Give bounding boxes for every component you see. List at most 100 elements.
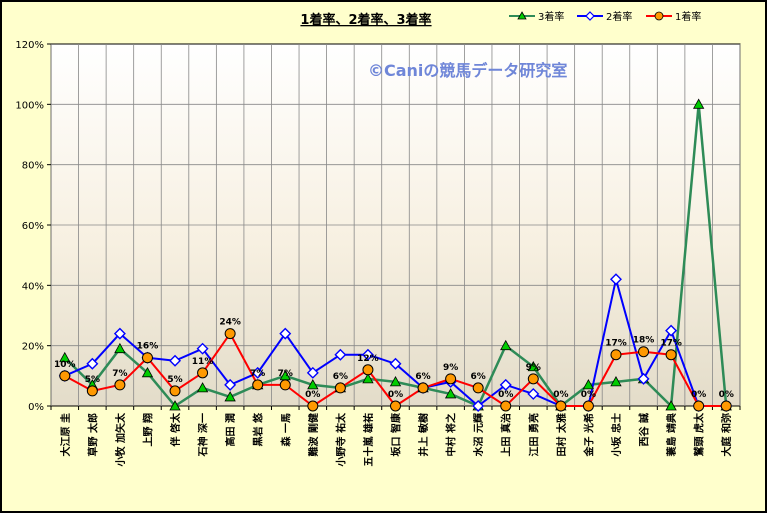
x-tick-label: 小野寺 祐太 <box>334 412 347 467</box>
data-point <box>306 366 319 379</box>
data-point <box>59 370 71 382</box>
legend-label-2: 2着率 <box>606 10 632 23</box>
data-point <box>445 373 457 385</box>
data-label: 9% <box>526 363 541 373</box>
data-point <box>665 349 677 361</box>
data-point <box>252 379 264 391</box>
data-point <box>637 372 650 385</box>
legend-item-1: 1着率 <box>646 10 701 23</box>
data-point <box>390 400 401 412</box>
data-point <box>693 400 705 412</box>
y-tick-label: 80% <box>22 161 44 172</box>
data-label: 5% <box>85 375 100 385</box>
data-point <box>86 385 98 397</box>
data-point <box>334 382 346 394</box>
data-point <box>224 328 236 340</box>
data-point <box>638 346 650 358</box>
data-label: 0% <box>305 390 320 400</box>
data-point <box>169 354 182 367</box>
legend-label-1: 1着率 <box>675 10 701 23</box>
data-point <box>224 391 236 402</box>
grid-lines <box>50 44 741 406</box>
x-tick-label: 小坂 忠士 <box>610 413 623 457</box>
data-point <box>307 400 319 412</box>
data-point <box>334 348 347 361</box>
data-label: 11% <box>192 357 214 367</box>
data-label: 17% <box>660 339 682 349</box>
data-point <box>527 387 540 400</box>
data-point <box>362 373 374 384</box>
data-point <box>307 379 319 390</box>
x-tick-label: 難波 剛健 <box>307 413 320 457</box>
data-label: 0% <box>581 390 596 400</box>
legend-item-3: 3着率 <box>509 10 564 23</box>
x-tick-label: 森 一馬 <box>279 413 292 447</box>
x-tick-label: 小牧 加矢太 <box>114 412 127 467</box>
data-label: 12% <box>357 354 379 364</box>
legend-label-3: 3着率 <box>538 10 564 23</box>
data-point <box>361 348 374 361</box>
x-tick-label: 伴 啓太 <box>169 412 182 447</box>
x-tick-label: 五十嵐 雄祐 <box>362 413 375 466</box>
data-label: 7% <box>112 369 127 379</box>
x-tick-label: 大江原 圭 <box>59 413 72 456</box>
data-point <box>444 388 457 399</box>
data-point <box>86 357 99 370</box>
x-tick-label: 黒岩 悠 <box>252 412 265 446</box>
data-label: 6% <box>333 372 348 382</box>
y-tick-label: 60% <box>22 221 44 232</box>
y-tick-label: 40% <box>22 281 44 292</box>
x-tick-label: 水沼 元輝 <box>472 413 485 457</box>
x-tick-label: 江田 勇亮 <box>527 413 540 456</box>
legend-item-2: 2着率 <box>577 10 632 23</box>
y-axis: 0% 20% 40% 60% 80% 100% 120% <box>15 40 51 413</box>
x-tick-label: 鷲頭 虎太 <box>693 412 706 456</box>
data-point <box>389 376 402 387</box>
y-tick-label: 20% <box>22 342 44 353</box>
data-label: 7% <box>250 369 265 379</box>
data-point <box>59 351 71 363</box>
data-point <box>472 382 484 394</box>
data-point <box>251 366 264 379</box>
data-point <box>114 342 126 354</box>
data-label: 0% <box>691 390 706 400</box>
x-tick-label: 中村 将之 <box>445 413 458 456</box>
watermark-text: ©Caniの競馬データ研究室 <box>368 61 567 80</box>
x-tick-label: 蓑島 靖典 <box>665 413 678 457</box>
data-point <box>113 327 126 340</box>
data-point <box>500 400 512 412</box>
data-point <box>141 352 153 364</box>
data-label: 9% <box>443 363 458 373</box>
data-point <box>610 376 622 387</box>
data-label: 7% <box>278 369 293 379</box>
data-label: 17% <box>605 339 627 349</box>
data-point <box>197 367 209 379</box>
data-point <box>114 379 126 391</box>
y-tick-label: 100% <box>15 100 44 111</box>
x-tick-label: 石神 深一 <box>197 413 210 457</box>
data-point <box>499 378 512 391</box>
data-label: 18% <box>633 336 655 346</box>
data-label: 6% <box>415 372 430 382</box>
data-point <box>169 400 181 411</box>
data-point <box>665 400 677 411</box>
data-point <box>472 400 485 412</box>
x-tick-label: 井上 敏樹 <box>417 413 430 456</box>
data-point <box>417 382 429 394</box>
data-point <box>720 400 732 412</box>
data-label: 0% <box>553 390 568 400</box>
data-point <box>692 98 705 109</box>
data-point <box>279 379 291 391</box>
data-label: 24% <box>219 318 241 328</box>
series-markers <box>58 98 733 412</box>
data-label: 0% <box>719 390 734 400</box>
data-point <box>555 400 567 412</box>
chart-title: 1着率、2着率、3着率 <box>300 12 431 28</box>
data-point <box>527 360 539 372</box>
x-tick-label: 田村 太雅 <box>555 413 568 456</box>
x-axis: 大江原 圭 草野 太郎 小牧 加矢太 上野 翔 伴 啓太 石神 深一 高田 潤 黒岩 悠 森 一… <box>50 406 741 467</box>
data-labels: 10% 5% 7% 16% 5% 11% 24% 7% 7% 0% 6% 12% 0% 6% 9% 6% 0% 9… <box>54 318 734 400</box>
data-label: 0% <box>388 390 403 400</box>
data-point <box>279 327 292 340</box>
